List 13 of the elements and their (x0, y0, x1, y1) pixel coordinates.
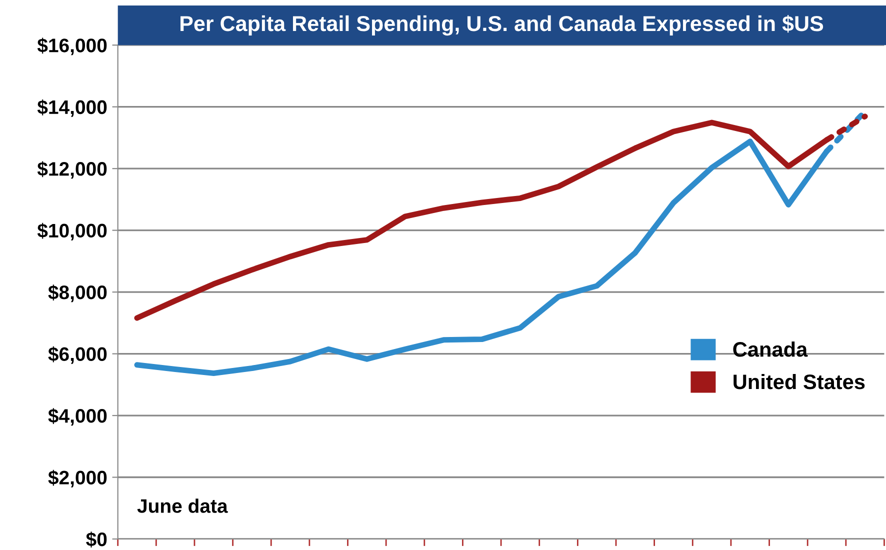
y-tick-label: $10,000 (37, 222, 107, 240)
legend-label: United States (734, 374, 865, 390)
y-tick-label: $4,000 (48, 408, 107, 426)
y-tick-label: $16,000 (37, 38, 107, 56)
legend-label: Canada (733, 342, 808, 357)
chart-title: Per Capita Retail Spending, U.S. and Canada Expressed in $US (180, 15, 824, 36)
y-tick-label: $14,000 (37, 99, 107, 117)
y-tick-label: $8,000 (48, 284, 107, 302)
y-tick-label: $6,000 (48, 346, 107, 364)
y-tick-label: $12,000 (37, 161, 107, 179)
y-tick-label: $0 (86, 532, 107, 548)
annotation: June data (137, 498, 228, 513)
y-tick-label: $2,000 (48, 470, 107, 488)
